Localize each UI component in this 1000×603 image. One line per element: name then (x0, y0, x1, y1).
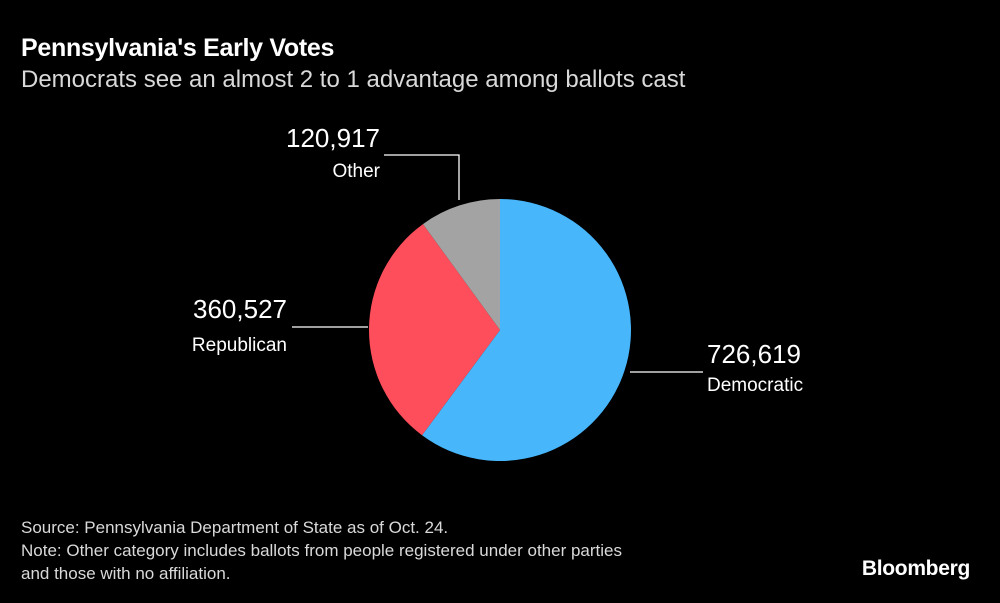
footer: Source: Pennsylvania Department of State… (21, 516, 622, 585)
leader-line-other (384, 154, 460, 200)
note-line-1: Note: Other category includes ballots fr… (21, 541, 622, 560)
chart-subtitle: Democrats see an almost 2 to 1 advantage… (21, 66, 686, 93)
category-label-democratic: Democratic (707, 375, 803, 396)
bloomberg-logo: Bloomberg (861, 557, 970, 580)
note-line-2: and those with no affiliation. (21, 564, 231, 583)
pie-slices (368, 199, 631, 461)
category-label-other: Other (332, 161, 380, 182)
source-note: Source: Pennsylvania Department of State… (21, 518, 449, 537)
pie-slice-republican (368, 224, 500, 436)
pie-slice-democratic (422, 199, 631, 461)
chart-title: Pennsylvania's Early Votes (21, 34, 335, 62)
leader-lines (292, 154, 703, 373)
pie-slice-other (422, 199, 500, 330)
category-label-republican: Republican (192, 335, 287, 356)
value-label-democratic: 726,619 (707, 339, 801, 369)
data-labels: 726,619 Democratic 360,527 Republican 120,91… (192, 123, 803, 396)
value-label-other: 120,917 (286, 123, 380, 153)
value-label-republican: 360,527 (193, 294, 287, 324)
